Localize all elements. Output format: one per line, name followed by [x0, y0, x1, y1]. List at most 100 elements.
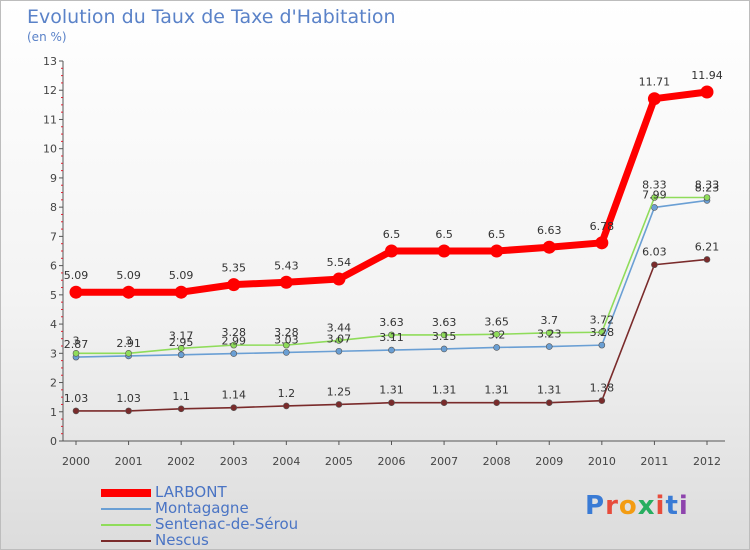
y-tick-label: 6 [50, 260, 57, 273]
data-point [493, 331, 500, 338]
data-label: 3.17 [169, 329, 194, 342]
y-tick-label: 5 [50, 289, 57, 302]
data-label: 5.54 [327, 256, 352, 269]
data-point [72, 407, 80, 415]
data-point [595, 236, 609, 250]
data-label: 3.07 [327, 332, 352, 345]
legend-swatch [101, 508, 151, 510]
y-tick-label: 2 [50, 377, 57, 390]
logo-letter: r [605, 491, 619, 521]
data-label: 5.35 [222, 262, 247, 275]
data-label: 5.09 [116, 269, 141, 282]
data-label: 3.23 [537, 328, 562, 341]
legend-swatch [101, 540, 151, 542]
data-label: 3.03 [274, 333, 299, 346]
data-point [72, 350, 80, 357]
x-tick-label: 2010 [588, 455, 616, 468]
data-point [177, 345, 185, 352]
data-point [279, 275, 293, 289]
data-label: 2.87 [64, 338, 89, 351]
data-point [283, 402, 290, 410]
data-point [230, 341, 238, 349]
data-label: 8.33 [695, 179, 720, 192]
data-label: 5.09 [64, 269, 89, 282]
data-label: 3.11 [379, 331, 404, 344]
data-label: 2.99 [222, 335, 247, 348]
legend-label: Montagagne [155, 499, 249, 517]
data-label: 1.1 [172, 390, 190, 403]
y-tick-label: 11 [43, 113, 57, 126]
legend-item: Montagagne [101, 499, 341, 517]
data-label: 3.7 [541, 314, 559, 327]
data-point [230, 350, 238, 357]
data-label: 6.5 [383, 228, 401, 241]
data-label: 3 [125, 334, 132, 347]
data-point [335, 401, 343, 408]
y-tick-label: 7 [50, 230, 57, 243]
data-label: 6.21 [695, 240, 720, 253]
data-point [493, 344, 500, 351]
data-label: 3.28 [590, 326, 615, 339]
data-label: 1.14 [222, 389, 247, 402]
x-tick-label: 2009 [535, 455, 563, 468]
logo-letter: o [618, 491, 638, 521]
legend-item: Nescus [101, 531, 341, 549]
x-tick-label: 2011 [640, 455, 668, 468]
legend-item: LARBONT [101, 483, 341, 501]
y-tick-label: 8 [50, 201, 57, 214]
data-label: 1.31 [432, 384, 457, 397]
data-point [125, 407, 132, 415]
y-tick-label: 0 [50, 435, 57, 448]
data-point [388, 331, 395, 339]
data-point [125, 350, 132, 357]
data-label: 1.31 [484, 384, 509, 397]
data-point [227, 278, 241, 292]
x-tick-label: 2002 [167, 455, 195, 468]
series-line-0 [76, 88, 708, 296]
data-label: 3.44 [327, 321, 352, 334]
data-point [388, 399, 395, 407]
legend-label: Sentenac-de-Sérou [155, 515, 299, 533]
data-point [335, 337, 343, 344]
data-label: 3.15 [432, 330, 457, 343]
data-point [440, 399, 448, 407]
data-label: 2.91 [116, 337, 141, 350]
data-point [385, 244, 398, 258]
chart-title: Evolution du Taux de Taxe d'Habitation [27, 6, 396, 28]
x-tick-label: 2007 [430, 455, 458, 468]
x-tick-label: 2003 [220, 455, 248, 468]
data-point [177, 351, 185, 359]
data-label: 3.63 [432, 316, 457, 329]
data-label: 6.03 [642, 246, 667, 259]
data-label: 1.31 [379, 384, 404, 397]
x-tick-label: 2000 [62, 455, 90, 468]
data-point [545, 399, 553, 407]
logo-letter: t [665, 491, 679, 521]
data-point [703, 256, 711, 263]
data-point [122, 285, 136, 299]
data-label: 3.28 [274, 326, 299, 339]
data-point [335, 347, 343, 355]
y-tick-label: 12 [43, 84, 57, 97]
data-point [703, 194, 711, 201]
x-tick-label: 2004 [272, 455, 300, 468]
data-point [700, 85, 714, 99]
y-tick-label: 3 [50, 347, 57, 360]
data-label: 3.72 [590, 313, 615, 326]
logo-letter: i [655, 491, 666, 521]
data-label: 6.5 [435, 228, 453, 241]
logo-letter: i [678, 491, 689, 521]
chart-subtitle: (en %) [27, 30, 67, 44]
data-label: 3.2 [488, 328, 506, 341]
legend-label: LARBONT [155, 483, 227, 501]
logo-letter: P [585, 491, 606, 521]
data-label: 3 [73, 334, 80, 347]
y-tick-label: 13 [43, 55, 57, 68]
data-label: 3.65 [484, 315, 509, 328]
x-tick-label: 2005 [325, 455, 353, 468]
legend-swatch [101, 489, 151, 497]
data-label: 6.78 [590, 220, 615, 233]
data-label: 5.43 [274, 259, 299, 272]
data-point [283, 341, 290, 349]
data-point [283, 349, 290, 356]
